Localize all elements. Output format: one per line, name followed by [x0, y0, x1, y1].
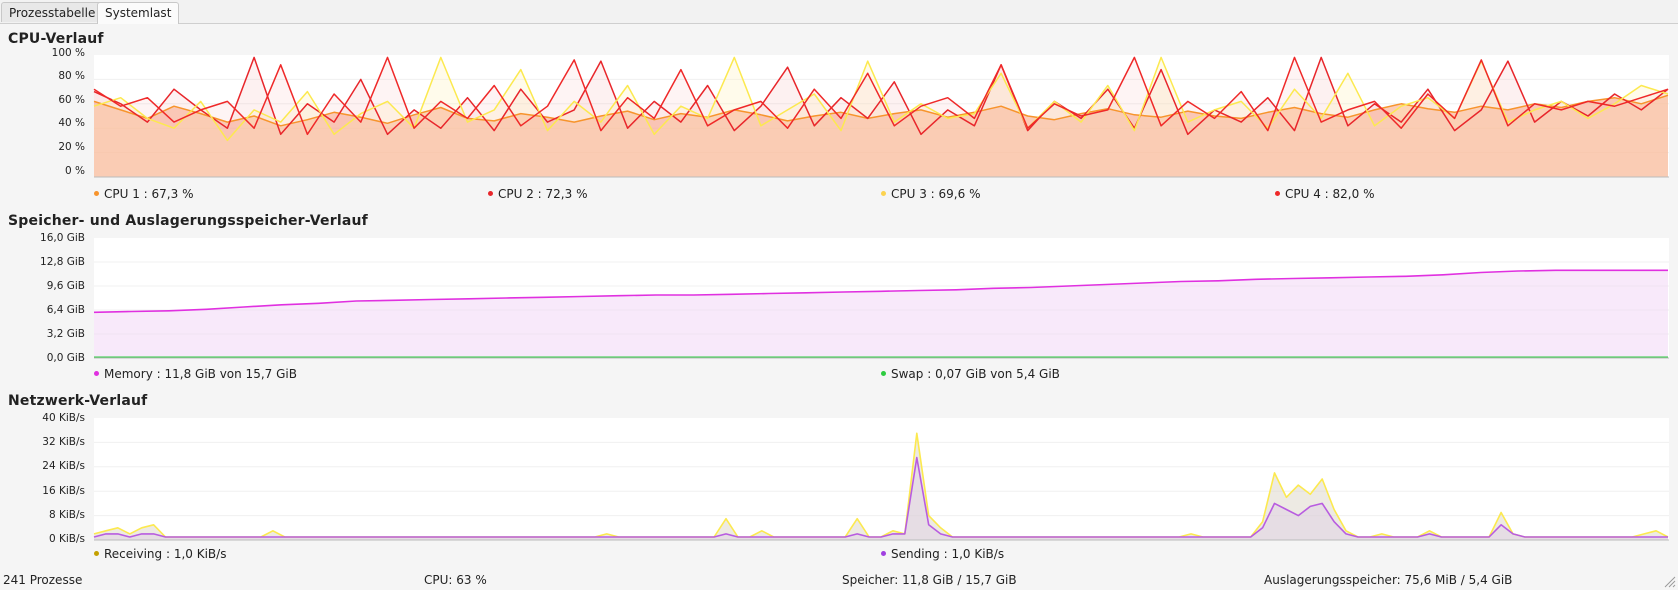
- network-y-tick: 0 KiB/s: [48, 533, 85, 545]
- receiving-color-dot: [94, 551, 99, 556]
- legend-cpu1-value: 67,3 %: [151, 187, 194, 201]
- sending-color-dot: [881, 551, 886, 556]
- cpu-section-title: CPU-Verlauf: [8, 31, 104, 47]
- tab-prozesstabelle[interactable]: Prozesstabelle: [1, 2, 104, 22]
- network-y-tick: 16 KiB/s: [42, 485, 85, 497]
- legend-memory-name: Memory: [104, 367, 153, 381]
- memory-section-title: Speicher- und Auslagerungsspeicher-Verla…: [8, 213, 368, 229]
- network-y-tick: 8 KiB/s: [48, 509, 85, 521]
- legend-cpu3: CPU 3 : 69,6 %: [881, 187, 980, 201]
- legend-cpu4: CPU 4 : 82,0 %: [1275, 187, 1374, 201]
- cpu3-color-dot: [881, 191, 886, 196]
- cpu1-color-dot: [94, 191, 99, 196]
- resize-grip-icon[interactable]: [1664, 576, 1676, 588]
- legend-sending-value: 1,0 KiB/s: [951, 547, 1005, 561]
- legend-cpu3-value: 69,6 %: [938, 187, 981, 201]
- legend-cpu2-value: 72,3 %: [545, 187, 588, 201]
- series-area-sending: [94, 457, 1668, 540]
- network-y-tick: 40 KiB/s: [42, 412, 85, 424]
- legend-cpu1: CPU 1 : 67,3 %: [94, 187, 193, 201]
- cpu-history-chart: [93, 55, 1669, 178]
- series-line-sending: [93, 456, 1668, 538]
- legend-sending-name: Sending: [891, 547, 940, 561]
- series-area-cpu-2: [94, 57, 1668, 177]
- series-area-cpu-4: [94, 57, 1668, 177]
- series-line-memory: [93, 269, 1668, 314]
- series-line-cpu-4: [93, 56, 1669, 136]
- cpu-y-tick: 40 %: [58, 117, 85, 129]
- memory-y-tick: 9,6 GiB: [46, 280, 85, 292]
- status-bar: 241 Prozesse CPU: 63 % Speicher: 11,8 Gi…: [0, 570, 1678, 590]
- series-area-cpu-1: [94, 95, 1668, 177]
- tab-bar: Prozesstabelle Systemlast: [0, 0, 1678, 24]
- memory-y-tick: 16,0 GiB: [40, 232, 85, 244]
- legend-swap-name: Swap: [891, 367, 924, 381]
- swap-color-dot: [881, 371, 886, 376]
- legend-cpu3-name: CPU 3: [891, 187, 927, 201]
- status-cpu: CPU: 63 %: [424, 573, 487, 587]
- legend-memory-value: 11,8 GiB von 15,7 GiB: [164, 367, 297, 381]
- legend-receiving-name: Receiving: [104, 547, 163, 561]
- legend-memory: Memory : 11,8 GiB von 15,7 GiB: [94, 367, 297, 381]
- network-y-tick: 24 KiB/s: [42, 460, 85, 472]
- legend-swap: Swap : 0,07 GiB von 5,4 GiB: [881, 367, 1060, 381]
- cpu-y-tick: 100 %: [51, 47, 85, 59]
- network-y-tick: 32 KiB/s: [42, 436, 85, 448]
- network-history-chart: [93, 418, 1669, 541]
- cpu-y-tick: 20 %: [58, 141, 85, 153]
- cpu-y-tick: 60 %: [58, 94, 85, 106]
- series-area-memory: [94, 270, 1668, 358]
- memory-y-tick: 6,4 GiB: [46, 304, 85, 316]
- network-section-title: Netzwerk-Verlauf: [8, 393, 148, 409]
- legend-cpu4-name: CPU 4: [1285, 187, 1321, 201]
- memory-y-tick: 12,8 GiB: [40, 256, 85, 268]
- status-process-count: 241 Prozesse: [3, 573, 83, 587]
- legend-cpu2: CPU 2 : 72,3 %: [488, 187, 587, 201]
- memory-y-tick: 3,2 GiB: [46, 328, 85, 340]
- memory-color-dot: [94, 371, 99, 376]
- legend-receiving: Receiving : 1,0 KiB/s: [94, 547, 226, 561]
- legend-cpu4-value: 82,0 %: [1332, 187, 1375, 201]
- legend-sending: Sending : 1,0 KiB/s: [881, 547, 1004, 561]
- tab-systemlast[interactable]: Systemlast: [97, 2, 180, 24]
- legend-cpu2-name: CPU 2: [498, 187, 534, 201]
- memory-history-chart: [93, 238, 1669, 359]
- status-memory: Speicher: 11,8 GiB / 15,7 GiB: [842, 573, 1017, 587]
- series-area-receiving: [94, 433, 1668, 540]
- memory-y-tick: 0,0 GiB: [46, 352, 85, 364]
- cpu2-color-dot: [488, 191, 493, 196]
- legend-cpu1-name: CPU 1: [104, 187, 140, 201]
- chart-background: [94, 418, 1669, 540]
- legend-receiving-value: 1,0 KiB/s: [173, 547, 227, 561]
- status-swap: Auslagerungsspeicher: 75,6 MiB / 5,4 GiB: [1264, 573, 1513, 587]
- series-area-cpu-3: [94, 57, 1668, 177]
- cpu-y-tick: 0 %: [65, 165, 85, 177]
- cpu4-color-dot: [1275, 191, 1280, 196]
- legend-swap-value: 0,07 GiB von 5,4 GiB: [935, 367, 1060, 381]
- cpu-y-tick: 80 %: [58, 70, 85, 82]
